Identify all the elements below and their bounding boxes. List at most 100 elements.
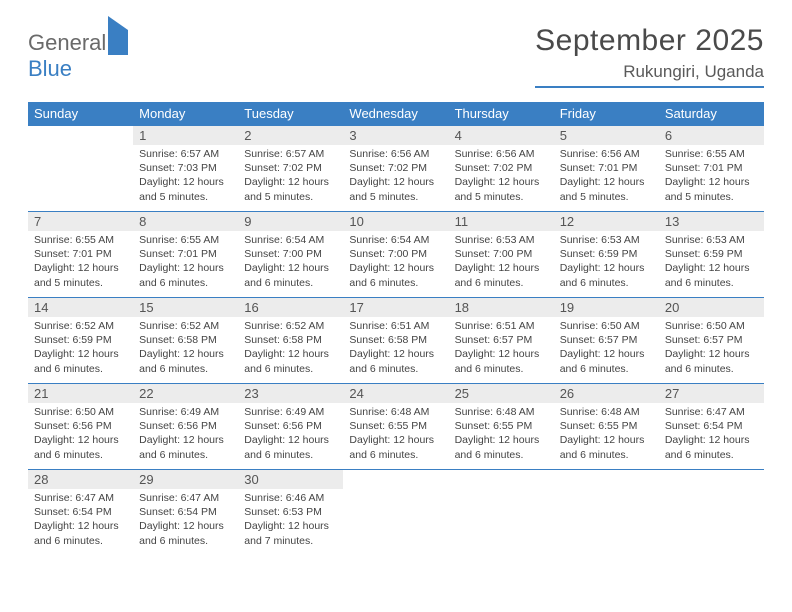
day-number: 7	[28, 212, 133, 231]
sunset-text: Sunset: 7:02 PM	[244, 161, 337, 175]
day-cell: 25Sunrise: 6:48 AMSunset: 6:55 PMDayligh…	[449, 384, 554, 470]
brand-logo: GeneralBlue	[28, 30, 128, 82]
weekday-header: Monday	[133, 102, 238, 126]
day-cell: 20Sunrise: 6:50 AMSunset: 6:57 PMDayligh…	[659, 298, 764, 384]
daylight-text: Daylight: 12 hours and 6 minutes.	[455, 433, 548, 461]
day-cell: 21Sunrise: 6:50 AMSunset: 6:56 PMDayligh…	[28, 384, 133, 470]
sunset-text: Sunset: 6:56 PM	[139, 419, 232, 433]
day-body: Sunrise: 6:50 AMSunset: 6:57 PMDaylight:…	[659, 317, 764, 380]
sunrise-text: Sunrise: 6:55 AM	[139, 233, 232, 247]
day-cell: 5Sunrise: 6:56 AMSunset: 7:01 PMDaylight…	[554, 126, 659, 212]
sunrise-text: Sunrise: 6:55 AM	[665, 147, 758, 161]
sunrise-text: Sunrise: 6:54 AM	[244, 233, 337, 247]
day-number: 15	[133, 298, 238, 317]
daylight-text: Daylight: 12 hours and 6 minutes.	[139, 519, 232, 547]
sunset-text: Sunset: 6:59 PM	[34, 333, 127, 347]
sunrise-text: Sunrise: 6:50 AM	[34, 405, 127, 419]
day-cell: 14Sunrise: 6:52 AMSunset: 6:59 PMDayligh…	[28, 298, 133, 384]
weekday-header: Sunday	[28, 102, 133, 126]
day-body: Sunrise: 6:53 AMSunset: 6:59 PMDaylight:…	[554, 231, 659, 294]
day-body: Sunrise: 6:48 AMSunset: 6:55 PMDaylight:…	[449, 403, 554, 466]
day-cell: 2Sunrise: 6:57 AMSunset: 7:02 PMDaylight…	[238, 126, 343, 212]
daylight-text: Daylight: 12 hours and 6 minutes.	[665, 261, 758, 289]
day-cell: 9Sunrise: 6:54 AMSunset: 7:00 PMDaylight…	[238, 212, 343, 298]
day-cell: 10Sunrise: 6:54 AMSunset: 7:00 PMDayligh…	[343, 212, 448, 298]
daylight-text: Daylight: 12 hours and 6 minutes.	[349, 347, 442, 375]
sunset-text: Sunset: 6:57 PM	[665, 333, 758, 347]
day-number: 30	[238, 470, 343, 489]
day-number: 16	[238, 298, 343, 317]
title-block: September 2025 Rukungiri, Uganda	[535, 24, 764, 88]
day-cell: 4Sunrise: 6:56 AMSunset: 7:02 PMDaylight…	[449, 126, 554, 212]
day-number-empty	[554, 470, 659, 490]
day-body: Sunrise: 6:52 AMSunset: 6:58 PMDaylight:…	[238, 317, 343, 380]
day-cell: 22Sunrise: 6:49 AMSunset: 6:56 PMDayligh…	[133, 384, 238, 470]
day-number: 24	[343, 384, 448, 403]
day-cell: 6Sunrise: 6:55 AMSunset: 7:01 PMDaylight…	[659, 126, 764, 212]
day-cell	[554, 470, 659, 556]
sunrise-text: Sunrise: 6:56 AM	[349, 147, 442, 161]
sunrise-text: Sunrise: 6:48 AM	[560, 405, 653, 419]
daylight-text: Daylight: 12 hours and 6 minutes.	[560, 433, 653, 461]
day-body: Sunrise: 6:47 AMSunset: 6:54 PMDaylight:…	[133, 489, 238, 552]
sunrise-text: Sunrise: 6:56 AM	[455, 147, 548, 161]
daylight-text: Daylight: 12 hours and 5 minutes.	[349, 175, 442, 203]
week-row: 14Sunrise: 6:52 AMSunset: 6:59 PMDayligh…	[28, 298, 764, 384]
daylight-text: Daylight: 12 hours and 6 minutes.	[560, 261, 653, 289]
day-body: Sunrise: 6:54 AMSunset: 7:00 PMDaylight:…	[238, 231, 343, 294]
calendar-body: 1Sunrise: 6:57 AMSunset: 7:03 PMDaylight…	[28, 126, 764, 556]
sunrise-text: Sunrise: 6:49 AM	[244, 405, 337, 419]
sunset-text: Sunset: 6:57 PM	[455, 333, 548, 347]
day-number: 19	[554, 298, 659, 317]
sunset-text: Sunset: 6:58 PM	[139, 333, 232, 347]
day-cell: 27Sunrise: 6:47 AMSunset: 6:54 PMDayligh…	[659, 384, 764, 470]
sunset-text: Sunset: 6:54 PM	[665, 419, 758, 433]
sunset-text: Sunset: 6:56 PM	[34, 419, 127, 433]
sunset-text: Sunset: 7:02 PM	[455, 161, 548, 175]
sunset-text: Sunset: 7:00 PM	[349, 247, 442, 261]
calendar-page: GeneralBlue September 2025 Rukungiri, Ug…	[0, 0, 792, 556]
sunset-text: Sunset: 7:01 PM	[665, 161, 758, 175]
sunset-text: Sunset: 6:57 PM	[560, 333, 653, 347]
sunrise-text: Sunrise: 6:53 AM	[455, 233, 548, 247]
sunrise-text: Sunrise: 6:52 AM	[139, 319, 232, 333]
sunset-text: Sunset: 6:54 PM	[139, 505, 232, 519]
day-cell: 17Sunrise: 6:51 AMSunset: 6:58 PMDayligh…	[343, 298, 448, 384]
day-number: 25	[449, 384, 554, 403]
daylight-text: Daylight: 12 hours and 6 minutes.	[244, 433, 337, 461]
day-body: Sunrise: 6:50 AMSunset: 6:57 PMDaylight:…	[554, 317, 659, 380]
day-number: 13	[659, 212, 764, 231]
day-cell: 8Sunrise: 6:55 AMSunset: 7:01 PMDaylight…	[133, 212, 238, 298]
day-body: Sunrise: 6:55 AMSunset: 7:01 PMDaylight:…	[28, 231, 133, 294]
day-number: 2	[238, 126, 343, 145]
day-body: Sunrise: 6:56 AMSunset: 7:02 PMDaylight:…	[343, 145, 448, 208]
day-cell	[28, 126, 133, 212]
location-label: Rukungiri, Uganda	[535, 62, 764, 88]
sunrise-text: Sunrise: 6:52 AM	[34, 319, 127, 333]
day-body: Sunrise: 6:56 AMSunset: 7:02 PMDaylight:…	[449, 145, 554, 208]
sunset-text: Sunset: 6:54 PM	[34, 505, 127, 519]
day-body: Sunrise: 6:51 AMSunset: 6:58 PMDaylight:…	[343, 317, 448, 380]
sunrise-text: Sunrise: 6:57 AM	[139, 147, 232, 161]
weekday-header-row: Sunday Monday Tuesday Wednesday Thursday…	[28, 102, 764, 126]
day-number: 10	[343, 212, 448, 231]
day-number-empty	[449, 470, 554, 490]
weekday-header: Saturday	[659, 102, 764, 126]
day-number: 18	[449, 298, 554, 317]
daylight-text: Daylight: 12 hours and 5 minutes.	[34, 261, 127, 289]
day-body: Sunrise: 6:56 AMSunset: 7:01 PMDaylight:…	[554, 145, 659, 208]
sunset-text: Sunset: 7:02 PM	[349, 161, 442, 175]
day-number-empty	[659, 470, 764, 490]
day-number: 21	[28, 384, 133, 403]
day-cell: 19Sunrise: 6:50 AMSunset: 6:57 PMDayligh…	[554, 298, 659, 384]
daylight-text: Daylight: 12 hours and 5 minutes.	[455, 175, 548, 203]
day-cell: 1Sunrise: 6:57 AMSunset: 7:03 PMDaylight…	[133, 126, 238, 212]
daylight-text: Daylight: 12 hours and 6 minutes.	[560, 347, 653, 375]
day-number: 11	[449, 212, 554, 231]
daylight-text: Daylight: 12 hours and 5 minutes.	[139, 175, 232, 203]
day-body: Sunrise: 6:52 AMSunset: 6:58 PMDaylight:…	[133, 317, 238, 380]
daylight-text: Daylight: 12 hours and 6 minutes.	[139, 433, 232, 461]
day-number: 28	[28, 470, 133, 489]
day-number: 14	[28, 298, 133, 317]
sunset-text: Sunset: 7:00 PM	[244, 247, 337, 261]
